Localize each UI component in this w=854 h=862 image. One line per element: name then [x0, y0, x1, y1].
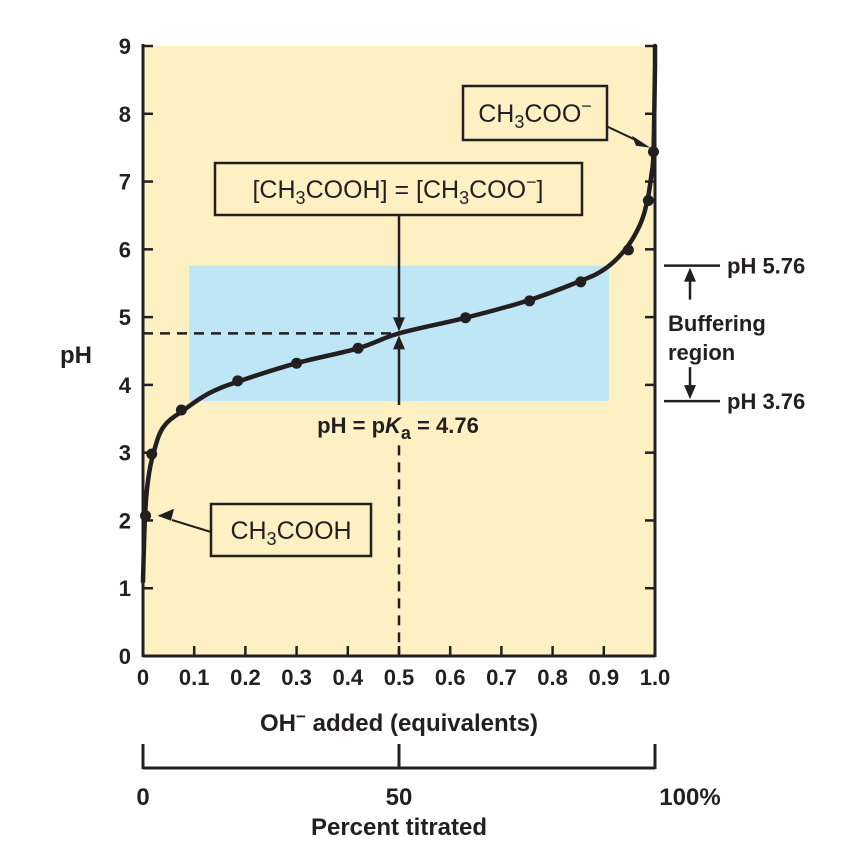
ratio-label: [CH3COOH] = [CH3COO−] — [252, 172, 543, 208]
percent-tick-label: 0 — [136, 784, 149, 811]
percent-tick-label: 100% — [659, 784, 720, 811]
pka-label: pH = pKa = 4.76 — [317, 413, 479, 443]
x-tick-label: 1.0 — [640, 665, 671, 690]
acetic-acid-arrowhead — [157, 508, 174, 521]
x-tick-label: 0.7 — [486, 665, 517, 690]
buffering-label: Buffering — [668, 311, 766, 336]
data-point — [352, 342, 364, 354]
arrowhead-up — [393, 335, 405, 350]
ph-low-label: pH 3.76 — [727, 389, 805, 414]
acetic-acid-label: CH3COOH — [230, 517, 351, 549]
region-label: region — [668, 340, 735, 365]
x-tick-label: 0.6 — [435, 665, 466, 690]
acetic-acid-arrow — [171, 519, 212, 533]
acetate-box — [461, 84, 609, 142]
data-point — [642, 195, 654, 207]
data-point — [175, 404, 187, 416]
percent-titrated-label: Percent titrated — [311, 814, 487, 841]
y-tick-label: 5 — [119, 305, 131, 330]
data-point — [291, 357, 303, 369]
arrowhead-down — [393, 317, 405, 332]
x-tick-label: 0.8 — [537, 665, 568, 690]
y-tick-label: 9 — [119, 34, 131, 59]
data-point — [146, 448, 158, 460]
y-tick-label: 3 — [119, 441, 131, 466]
acetate-label: CH3COO− — [478, 96, 592, 132]
data-point — [622, 244, 634, 256]
y-axis-label: pH — [60, 342, 92, 369]
ratio-box — [213, 161, 584, 217]
y-tick-label: 7 — [119, 170, 131, 195]
data-point — [524, 295, 536, 307]
y-tick-label: 1 — [119, 576, 131, 601]
x-tick-label: 0.5 — [384, 665, 415, 690]
data-point — [647, 146, 659, 158]
x-axis-label: OH− added (equivalents) — [260, 707, 538, 737]
ph-high-label: pH 5.76 — [727, 254, 805, 279]
acetic-acid-box — [209, 502, 373, 558]
data-point — [575, 276, 587, 288]
y-tick-label: 0 — [119, 644, 131, 669]
y-tick-label: 8 — [119, 102, 131, 127]
y-tick-label: 6 — [119, 237, 131, 262]
x-tick-label: 0.1 — [179, 665, 210, 690]
y-tick-label: 4 — [119, 373, 132, 398]
buffer-arrowhead-up — [684, 267, 696, 282]
data-point — [460, 312, 472, 324]
acetate-arrowhead — [632, 135, 651, 148]
x-tick-label: 0 — [137, 665, 149, 690]
y-tick-label: 2 — [119, 508, 131, 533]
percent-tick-label: 50 — [386, 784, 413, 811]
buffer-arrowhead-down — [684, 385, 696, 400]
data-point — [232, 375, 244, 387]
x-tick-label: 0.9 — [589, 665, 620, 690]
x-tick-label: 0.2 — [230, 665, 261, 690]
x-tick-label: 0.3 — [281, 665, 312, 690]
x-tick-label: 0.4 — [333, 665, 364, 690]
